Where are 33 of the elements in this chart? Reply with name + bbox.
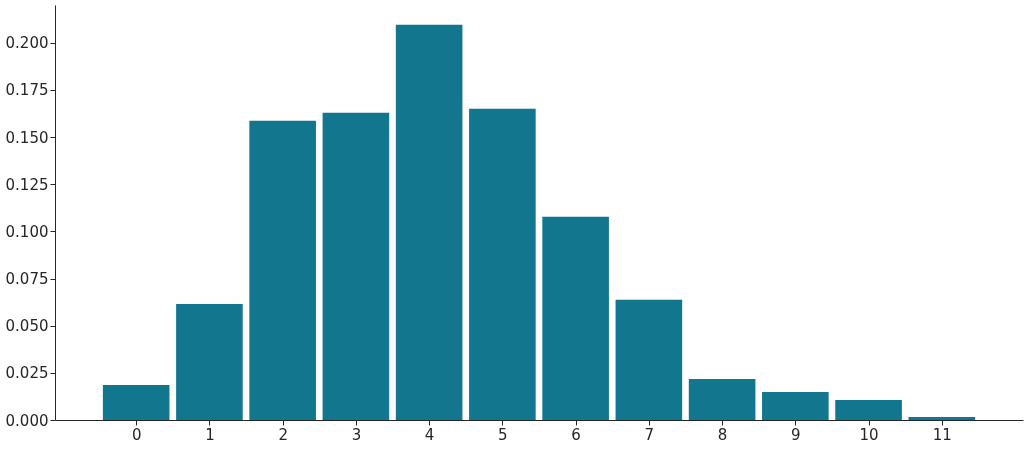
x-tick-label: 9 <box>791 425 801 444</box>
bar <box>908 416 976 420</box>
x-tick-label: 4 <box>424 425 435 444</box>
y-tick-label: 0.125 <box>5 175 49 194</box>
bar <box>322 112 390 420</box>
bar <box>688 378 756 420</box>
bar <box>615 299 683 420</box>
bar <box>542 216 609 420</box>
x-tick-label: 10 <box>859 425 879 444</box>
bar <box>102 384 170 420</box>
x-tick-label: 3 <box>351 425 362 444</box>
y-tick-label: 0.050 <box>5 317 49 336</box>
x-tick-label: 7 <box>644 425 655 444</box>
y-tick-label: 0.025 <box>5 364 49 383</box>
bar <box>762 391 829 420</box>
x-tick-label: 2 <box>278 425 288 444</box>
y-tick-label: 0.100 <box>5 222 49 241</box>
y-tick-label: 0.150 <box>5 128 49 147</box>
x-tick-label: 1 <box>205 425 215 444</box>
x-tick-label: 0 <box>131 425 142 444</box>
x-tick-label: 11 <box>932 425 952 444</box>
x-tick-label: 8 <box>717 425 728 444</box>
y-tick-label: 0.175 <box>5 81 49 100</box>
bar <box>469 108 536 420</box>
bar <box>176 303 243 420</box>
bar <box>395 24 463 420</box>
x-tick-label: 5 <box>498 425 508 444</box>
y-tick-label: 0.075 <box>5 270 49 289</box>
x-tick-label: 6 <box>571 425 581 444</box>
bar <box>249 120 316 420</box>
y-tick-label: 0.200 <box>5 34 49 53</box>
y-tick-label: 0.000 <box>5 411 49 430</box>
bar <box>835 400 902 420</box>
